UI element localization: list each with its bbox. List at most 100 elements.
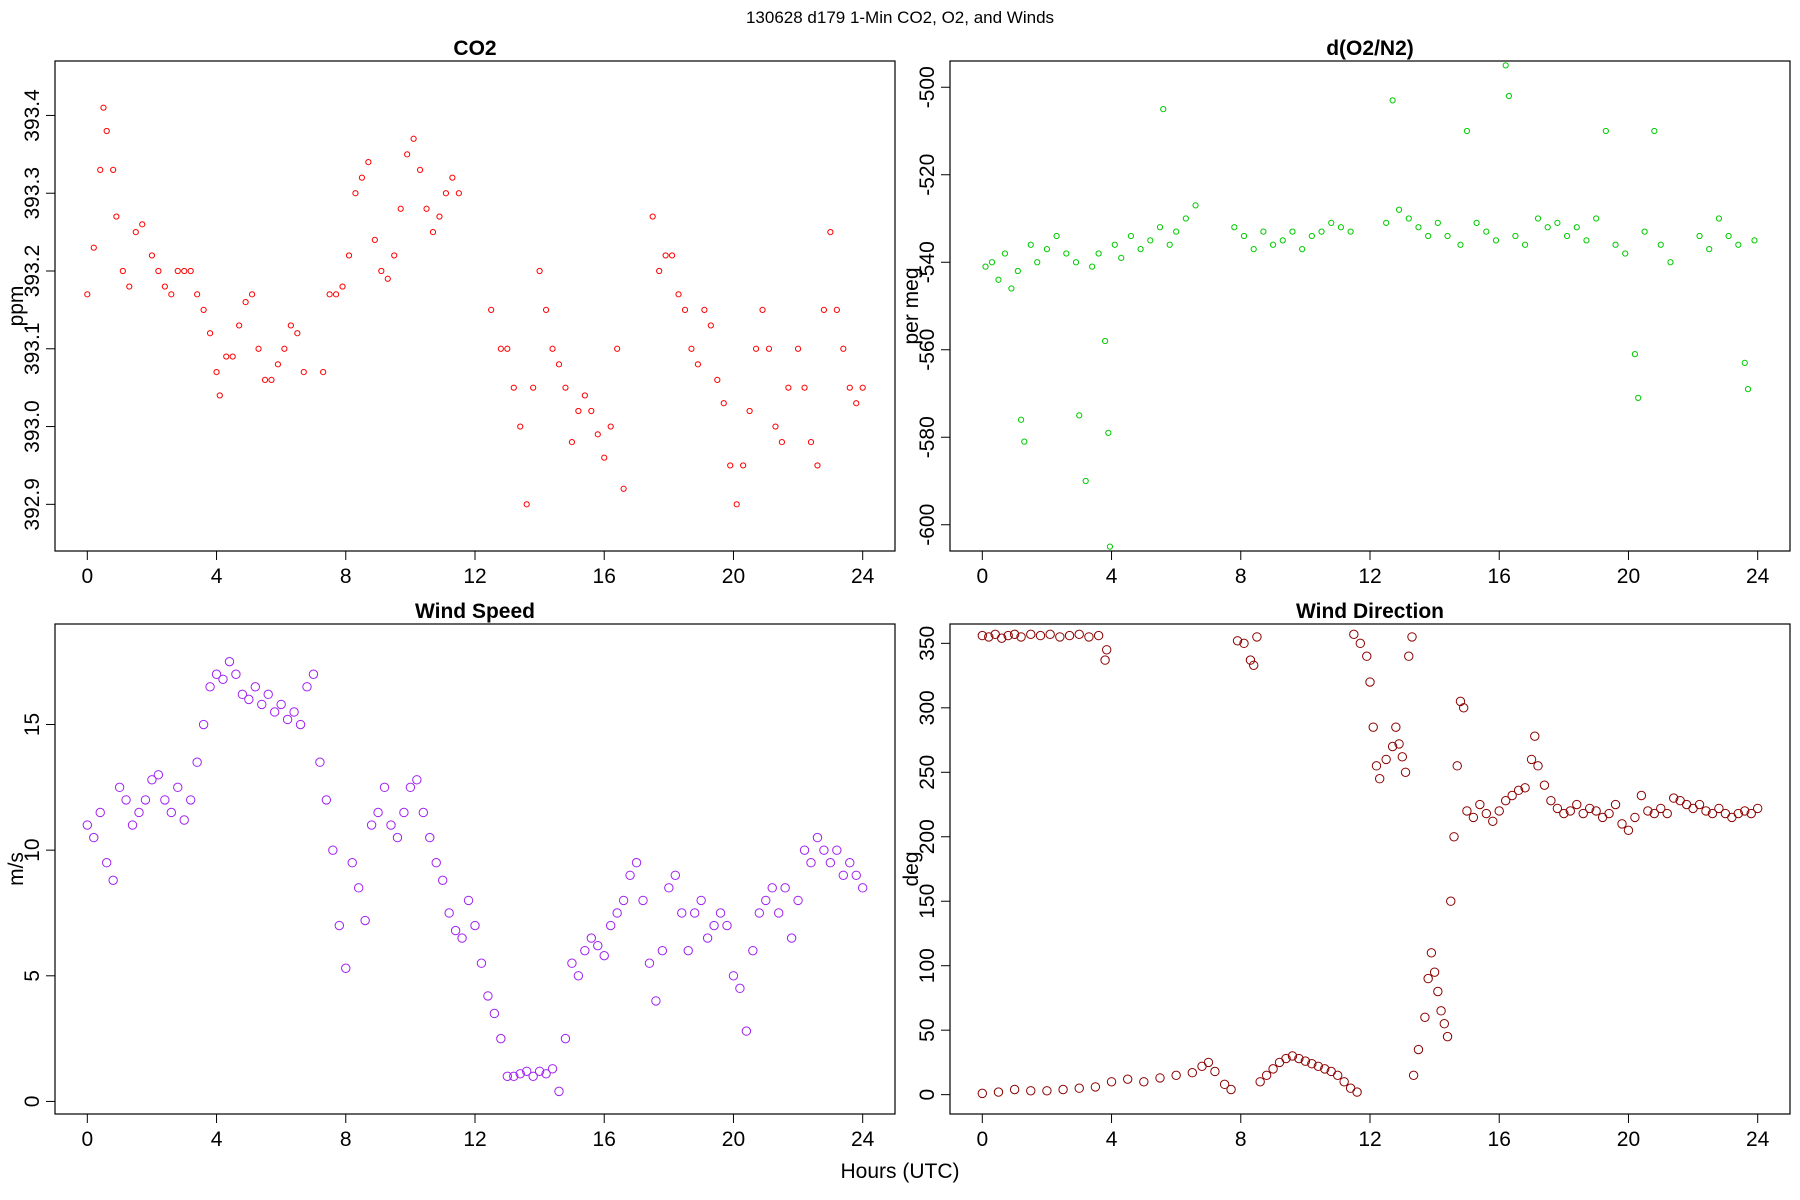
chart-2-point xyxy=(237,689,248,700)
chart-1-point xyxy=(1457,241,1464,248)
chart-3-point xyxy=(1404,651,1414,661)
chart-2-point xyxy=(702,933,713,943)
chart-2-xtick-label: 16 xyxy=(593,1128,616,1151)
chart-3-point xyxy=(1630,812,1640,823)
chart-3-point xyxy=(1332,1070,1343,1081)
chart-2-xtick-label: 20 xyxy=(722,1128,745,1151)
chart-0-point xyxy=(549,345,556,352)
chart-2-point xyxy=(780,883,790,893)
chart-2-point xyxy=(405,782,416,793)
chart-0-point xyxy=(765,345,773,352)
chart-2-point xyxy=(819,845,829,855)
chart-3-point xyxy=(1500,795,1511,806)
chart-3-point xyxy=(1058,1084,1068,1095)
chart-0-point xyxy=(168,291,175,298)
chart-3-point xyxy=(1617,819,1627,829)
chart-3-point xyxy=(1481,808,1492,819)
chart-1-point xyxy=(1631,351,1639,358)
chart-1-point xyxy=(1534,215,1542,222)
chart-0-xtick-label: 16 xyxy=(593,565,616,588)
chart-2-point xyxy=(347,858,357,868)
chart-1-point xyxy=(1076,412,1083,419)
co2-panel: CO2 ppm 0 4 8 12 16 20 24 392.9 393.0 393.1 393.2 393… xyxy=(5,37,896,588)
chart-3-point xyxy=(1003,630,1013,641)
chart-0-point xyxy=(320,369,327,376)
chart-0-point xyxy=(155,267,162,275)
chart-1-point xyxy=(1021,438,1028,445)
chart-3-ytick-label: 50 xyxy=(916,1019,939,1042)
chart-0-point xyxy=(397,205,404,212)
chart-3-ytick-label: 300 xyxy=(916,690,939,725)
chart-2-point xyxy=(379,782,390,793)
chart-2-ytick-label: 0 xyxy=(21,1096,44,1108)
chart-0-point xyxy=(378,267,385,275)
chart-1-point xyxy=(1337,224,1345,231)
chart-3-point xyxy=(1274,1057,1285,1068)
chart-2-point xyxy=(425,832,435,843)
chart-0-point xyxy=(181,267,188,275)
chart-2-point xyxy=(638,895,648,906)
chart-3-point xyxy=(1122,1074,1133,1084)
chart-1-point xyxy=(1492,237,1500,244)
chart-2-ytick-label: 10 xyxy=(21,838,44,861)
chart-1-point xyxy=(1502,62,1509,69)
chart-1-point xyxy=(1111,241,1118,248)
chart-0-point xyxy=(720,400,727,407)
chart-2-point xyxy=(257,699,267,710)
chart-1-point xyxy=(1741,359,1748,366)
chart-0-point xyxy=(100,104,107,111)
chart-3-point xyxy=(1446,896,1456,906)
chart-2-point xyxy=(670,870,681,880)
chart-3-point xyxy=(1349,629,1359,640)
chart-0-point xyxy=(785,384,792,391)
chart-0-point xyxy=(148,252,156,259)
chart-0-point xyxy=(504,345,511,352)
chart-0-xtick-label: 0 xyxy=(81,565,93,588)
chart-3-point xyxy=(1597,812,1608,823)
chart-1-point xyxy=(1512,232,1519,240)
chart-3-point xyxy=(1093,630,1104,641)
chart-3-point xyxy=(1203,1057,1214,1068)
chart-3-point xyxy=(1656,803,1666,814)
chart-1-point xyxy=(1118,254,1125,261)
chart-3-point xyxy=(1449,832,1459,842)
chart-1-point xyxy=(1444,232,1451,240)
figure-suptitle: 130628 d179 1-Min CO2, O2, and Winds xyxy=(746,8,1054,27)
figure-xlabel: Hours (UTC) xyxy=(841,1160,960,1183)
chart-2-point xyxy=(586,933,597,943)
chart-0-point xyxy=(236,322,243,329)
chart-1-point xyxy=(1269,241,1277,248)
chart-1-point xyxy=(1483,228,1490,235)
chart-2-point xyxy=(683,945,693,956)
chart-2-point xyxy=(580,945,590,956)
chart-3-point xyxy=(1584,803,1595,814)
chart-0-point xyxy=(649,213,656,220)
chart-2-point xyxy=(851,870,861,880)
chart-2-point xyxy=(147,775,157,785)
chart-2-point xyxy=(95,807,105,818)
chart-2-point xyxy=(728,971,739,981)
chart-3-point xyxy=(977,630,988,641)
chart-2-point xyxy=(644,958,655,968)
chart-1-xtick-label: 20 xyxy=(1617,565,1640,588)
chart-2-point xyxy=(282,714,293,725)
chart-3-point xyxy=(1232,636,1243,646)
chart-2-point xyxy=(108,875,118,886)
chart-3-point xyxy=(1455,696,1466,707)
chart-3-point xyxy=(1681,799,1692,810)
chart-2-point xyxy=(857,883,868,893)
chart-1-xtick-label: 0 xyxy=(976,565,988,588)
chart-2-point xyxy=(153,770,164,780)
chart-3-point xyxy=(1387,741,1398,752)
chart-1-point xyxy=(982,263,989,270)
chart-2-point xyxy=(179,815,189,825)
chart-3-point xyxy=(1701,806,1711,816)
chart-2-point xyxy=(250,682,261,692)
chart-0-point xyxy=(119,267,126,275)
chart-2-point xyxy=(185,795,196,805)
chart-2-point xyxy=(741,1026,752,1036)
chart-2-point xyxy=(82,820,93,830)
chart-2-point xyxy=(812,832,823,843)
chart-1-point xyxy=(1563,232,1571,240)
chart-1-point xyxy=(1095,250,1102,257)
